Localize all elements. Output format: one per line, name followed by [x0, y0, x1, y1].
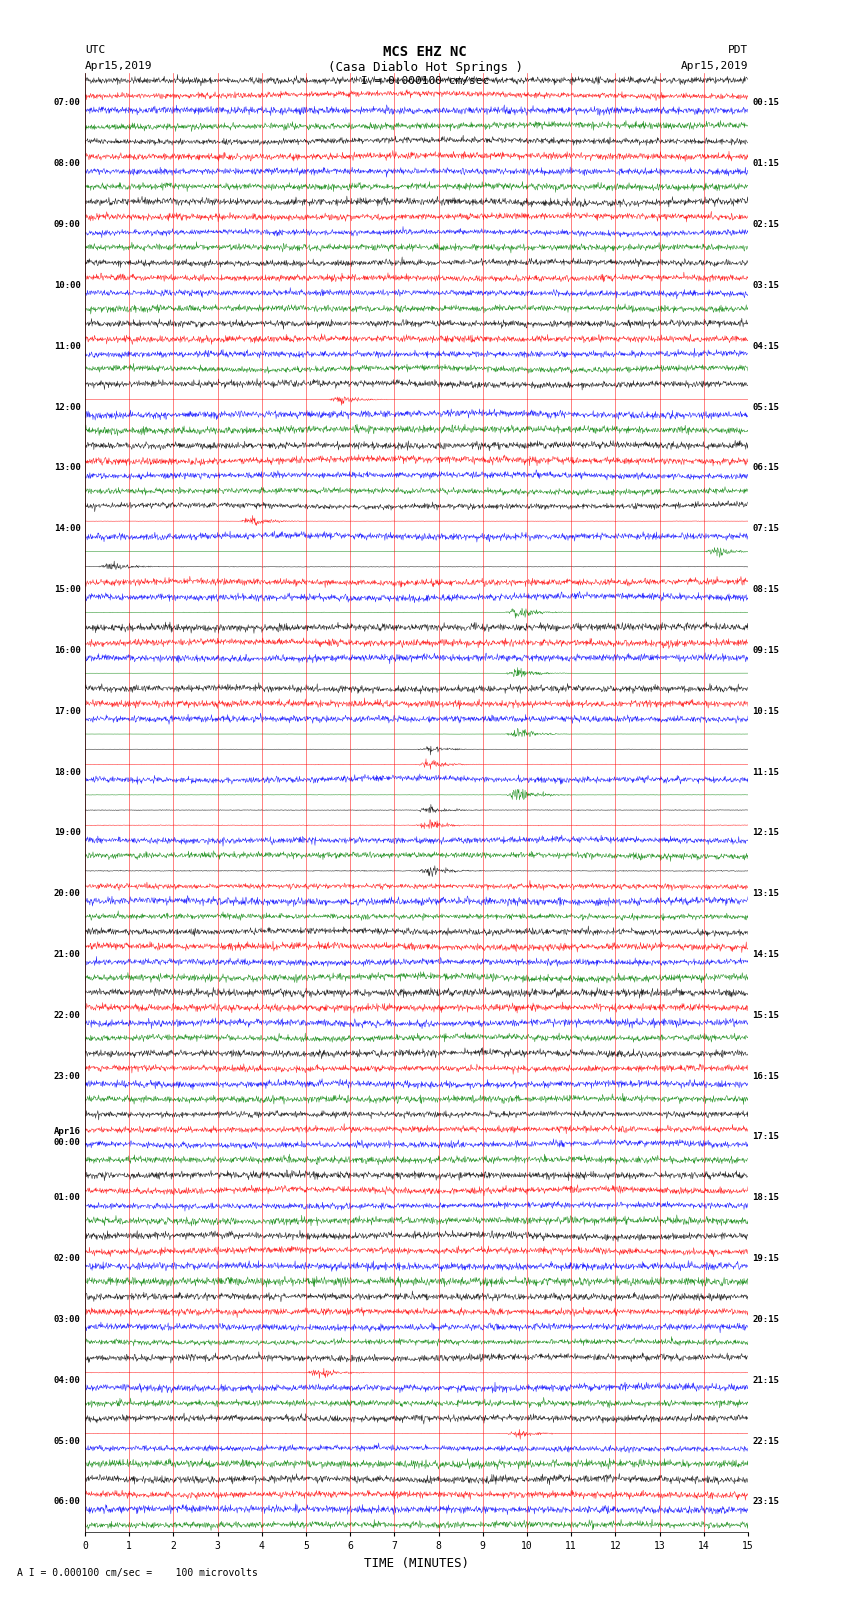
Text: 08:00: 08:00 [54, 160, 81, 168]
Text: 13:15: 13:15 [752, 889, 779, 898]
Text: 16:00: 16:00 [54, 645, 81, 655]
Text: Apr15,2019: Apr15,2019 [85, 61, 152, 71]
Text: 20:00: 20:00 [54, 889, 81, 898]
Text: 12:00: 12:00 [54, 403, 81, 411]
Text: 21:15: 21:15 [752, 1376, 779, 1386]
Text: MCS EHZ NC: MCS EHZ NC [383, 45, 467, 60]
Text: 03:00: 03:00 [54, 1315, 81, 1324]
Text: 05:15: 05:15 [752, 403, 779, 411]
Text: 08:15: 08:15 [752, 586, 779, 594]
Text: 06:15: 06:15 [752, 463, 779, 473]
Text: 19:00: 19:00 [54, 829, 81, 837]
Text: 07:15: 07:15 [752, 524, 779, 534]
Text: 01:15: 01:15 [752, 160, 779, 168]
Text: 22:15: 22:15 [752, 1437, 779, 1445]
Text: 02:00: 02:00 [54, 1255, 81, 1263]
Text: 09:00: 09:00 [54, 219, 81, 229]
Text: 21:00: 21:00 [54, 950, 81, 960]
Text: 05:00: 05:00 [54, 1437, 81, 1445]
Text: 17:15: 17:15 [752, 1132, 779, 1142]
Text: Apr15,2019: Apr15,2019 [681, 61, 748, 71]
X-axis label: TIME (MINUTES): TIME (MINUTES) [364, 1557, 469, 1569]
Text: 15:00: 15:00 [54, 586, 81, 594]
Text: 17:00: 17:00 [54, 706, 81, 716]
Text: I = 0.000100 cm/sec: I = 0.000100 cm/sec [361, 76, 489, 85]
Text: 14:15: 14:15 [752, 950, 779, 960]
Text: 04:00: 04:00 [54, 1376, 81, 1386]
Text: 03:15: 03:15 [752, 281, 779, 290]
Text: 09:15: 09:15 [752, 645, 779, 655]
Text: 04:15: 04:15 [752, 342, 779, 350]
Text: 07:00: 07:00 [54, 98, 81, 108]
Text: 18:00: 18:00 [54, 768, 81, 776]
Text: 22:00: 22:00 [54, 1011, 81, 1019]
Text: 11:00: 11:00 [54, 342, 81, 350]
Text: 11:15: 11:15 [752, 768, 779, 776]
Text: 12:15: 12:15 [752, 829, 779, 837]
Text: 15:15: 15:15 [752, 1011, 779, 1019]
Text: UTC: UTC [85, 45, 105, 55]
Text: 02:15: 02:15 [752, 219, 779, 229]
Text: 23:15: 23:15 [752, 1497, 779, 1507]
Text: 18:15: 18:15 [752, 1194, 779, 1202]
Text: 14:00: 14:00 [54, 524, 81, 534]
Text: A I = 0.000100 cm/sec =    100 microvolts: A I = 0.000100 cm/sec = 100 microvolts [17, 1568, 258, 1578]
Text: (Casa Diablo Hot Springs ): (Casa Diablo Hot Springs ) [327, 61, 523, 74]
Text: 10:00: 10:00 [54, 281, 81, 290]
Text: 01:00: 01:00 [54, 1194, 81, 1202]
Text: 00:15: 00:15 [752, 98, 779, 108]
Text: 13:00: 13:00 [54, 463, 81, 473]
Text: Apr16
00:00: Apr16 00:00 [54, 1127, 81, 1147]
Text: 10:15: 10:15 [752, 706, 779, 716]
Text: 20:15: 20:15 [752, 1315, 779, 1324]
Text: 23:00: 23:00 [54, 1071, 81, 1081]
Text: 16:15: 16:15 [752, 1071, 779, 1081]
Text: 19:15: 19:15 [752, 1255, 779, 1263]
Text: PDT: PDT [728, 45, 748, 55]
Text: 06:00: 06:00 [54, 1497, 81, 1507]
